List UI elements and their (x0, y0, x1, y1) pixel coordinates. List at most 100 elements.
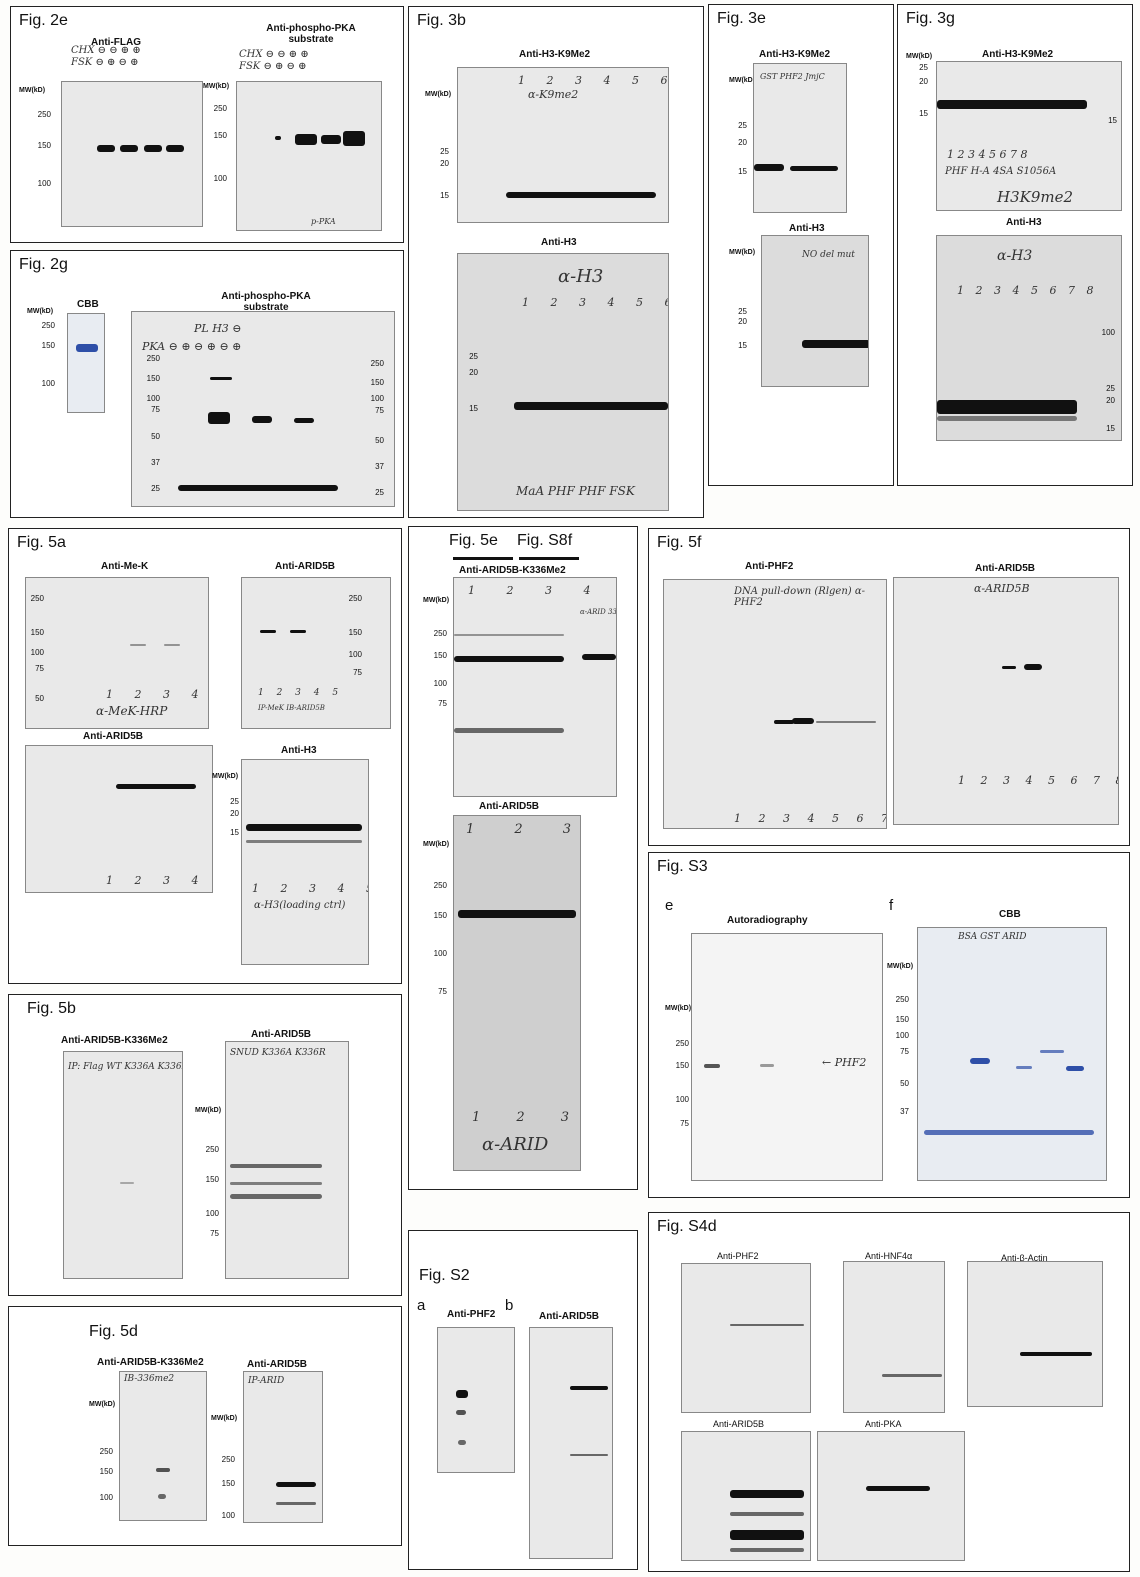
band (230, 1194, 322, 1199)
band (730, 1324, 804, 1326)
fig-3g-h3-label: Anti-H3 (1006, 217, 1042, 228)
fig-2g-r-37: 37 (375, 462, 384, 471)
fig-5a-l-100: 100 (30, 648, 44, 657)
fig-5d-mw-100: 100 (99, 1493, 113, 1502)
fig-5e-ab-bottom: α-ARID (482, 1134, 549, 1155)
band (166, 145, 184, 152)
fig-s4d-arid5b-label: Anti-ARID5B (713, 1419, 765, 1429)
fig-s3-autoradiography-blot: ← PHF2 (691, 933, 883, 1181)
fig-5b-ip-notes: IP: Flag WT K336A K336R (68, 1062, 183, 1072)
band (230, 1182, 322, 1185)
fig-5b-arid5b-label: Anti-ARID5B (251, 1029, 311, 1040)
fig-s3-lane-notes: BSA GST ARID (958, 932, 1027, 942)
fig-3g-panel: Fig. 3g Anti-H3-K9Me2 MW(kD) 25 20 15 15… (897, 4, 1133, 486)
fig-5e-mw-100: 100 (433, 679, 447, 688)
fig-3g-mw-header: MW(kD) (906, 53, 933, 60)
fig-5a-arid5b-top-blot: 250 150 100 75 1 2 3 4 5 IP-MeK IB-ARID5… (241, 577, 391, 729)
band (754, 164, 784, 171)
fig-5a-arid-lanes: 1 2 3 4 5 (258, 688, 344, 698)
fig-2e-mw2-250: 250 (213, 104, 227, 113)
fig-s4d-actin-label: Anti-β-Actin (1001, 1253, 1048, 1263)
fig-5d-arid5b-label: Anti-ARID5B (247, 1359, 307, 1370)
fig-5b-mw-150: 150 (205, 1175, 219, 1184)
fig-5b-panel: Fig. 5b Anti-ARID5B-K336Me2 Anti-ARID5B … (8, 994, 402, 1296)
fig-5a-mek-label: Anti-Me-K (101, 561, 149, 572)
fig-5a-h3-label: Anti-H3 (281, 745, 317, 756)
band (1020, 1352, 1092, 1356)
fig-s4d-panel: Fig. S4d Anti-PHF2 Anti-HNF4α Anti-β-Act… (648, 1212, 1130, 1572)
band (458, 1440, 466, 1445)
fig-3e-panel: Fig. 3e Anti-H3-K9Me2 MW(kD) 25 20 15 GS… (708, 4, 894, 486)
fig-5a-mw-header: MW(kD) (212, 773, 239, 780)
fig-3b-h3-15: 15 (469, 404, 478, 413)
fig-5a-l-150: 150 (30, 628, 44, 637)
fig-s4d-hnf4a-label: Anti-HNF4α (865, 1251, 913, 1261)
fig-5d-arid5b-blot: IP-ARID (243, 1371, 323, 1523)
band (582, 654, 616, 660)
fig-3b-mw-25: 25 (440, 147, 449, 156)
fig-2g-cbb-gel (67, 313, 105, 413)
fig-3e-h3-label: Anti-H3 (789, 223, 825, 234)
fig-5a-l-75: 75 (35, 664, 44, 673)
band (294, 418, 314, 423)
fig-s2-arid5b-blot (529, 1327, 613, 1559)
band (1040, 1050, 1064, 1053)
band (730, 1490, 804, 1498)
fig-5f-panel: Fig. 5f Anti-PHF2 Anti-ARID5B DNA pull-d… (648, 528, 1130, 846)
fig-5a-r-75: 75 (353, 668, 362, 677)
fig-5e-title: Fig. 5e (449, 532, 498, 549)
fig-3b-mw-15: 15 (440, 191, 449, 200)
band (704, 1064, 720, 1068)
fig-3b-h3-label: Anti-H3 (541, 237, 577, 248)
fig-5d-mw2-150: 150 (221, 1479, 235, 1488)
fig-3e-sample-notes: GST PHF2 JmjC (760, 72, 825, 81)
band (276, 1502, 316, 1505)
fig-5b-mw-header: MW(kD) (195, 1107, 222, 1114)
band (144, 145, 162, 152)
band (1066, 1066, 1084, 1071)
band (156, 1468, 170, 1472)
fig-3g-r2-20: 20 (1106, 396, 1115, 405)
fig-5a-arid5b-bottom-blot: 1 2 3 4 5 (25, 745, 213, 893)
fig-s2-a-label: a (417, 1297, 426, 1314)
fig-s2-title: Fig. S2 (419, 1267, 470, 1284)
band (570, 1454, 608, 1456)
fig-s3-cbb-label: CBB (999, 909, 1021, 920)
fig-2g-cbb-label: CBB (77, 299, 99, 310)
fig-5e-arid5b-label: Anti-ARID5B (479, 801, 539, 812)
fig-5e-mw-150: 150 (433, 651, 447, 660)
fig-5d-mw-header: MW(kD) (89, 1401, 116, 1408)
fig-2g-l-100: 100 (146, 394, 160, 403)
fig-3e-mw-header-2: MW(kD) (729, 249, 756, 256)
fig-s2-b-label: b (505, 1297, 514, 1314)
fig-5d-mw2-100: 100 (221, 1511, 235, 1520)
fig-3e-title: Fig. 3e (717, 10, 766, 27)
fig-s3-mw2-37: 37 (900, 1107, 909, 1116)
band (790, 166, 838, 171)
fig-5e-underline (453, 557, 513, 560)
fig-s3-panel: Fig. S3 e f Autoradiography CBB MW(kD) 2… (648, 852, 1130, 1198)
band (866, 1486, 930, 1491)
band (882, 1374, 942, 1377)
fig-5a-r-250: 250 (348, 594, 362, 603)
band (230, 1164, 322, 1168)
fig-3b-h3-blot: α-H3 1 2 3 4 5 6 7 25 20 15 MaA PHF PHF … (457, 253, 669, 511)
band (116, 784, 196, 789)
fig-5f-phf2-note: DNA pull-down (Rlgen) α-PHF2 (734, 586, 865, 608)
band (456, 1390, 468, 1398)
fig-5d-ib-note: IB-336me2 (124, 1374, 175, 1384)
fig-2e-treatment-notes-2: CHX ⊖ ⊖ ⊕ ⊕ FSK ⊖ ⊕ ⊖ ⊕ (239, 49, 309, 72)
fig-5a-mek-blot: 250 150 100 75 50 1 2 3 4 5 α-MeK-HRP (25, 577, 209, 729)
fig-5e-mw2-250: 250 (433, 881, 447, 890)
fig-2g-r-250: 250 (370, 359, 384, 368)
fig-5e-mw-header-2: MW(kD) (423, 841, 450, 848)
fig-s3-mw-header-2: MW(kD) (887, 963, 914, 970)
fig-s3-mw2-150: 150 (895, 1015, 909, 1024)
fig-3e-h3-blot: NO del mut (761, 235, 869, 387)
fig-5f-phf2-blot: DNA pull-down (Rlgen) α-PHF2 1 2 3 4 5 6… (663, 579, 887, 829)
fig-3b-k9me2-label: Anti-H3-K9Me2 (519, 49, 591, 60)
fig-2g-l-150: 150 (146, 374, 160, 383)
fig-5f-arid-lanes: 1 2 3 4 5 6 7 8 (958, 774, 1119, 787)
fig-2g-mw-150: 150 (41, 341, 55, 350)
fig-3b-h3-lanes: 1 2 3 4 5 6 7 (522, 296, 668, 309)
